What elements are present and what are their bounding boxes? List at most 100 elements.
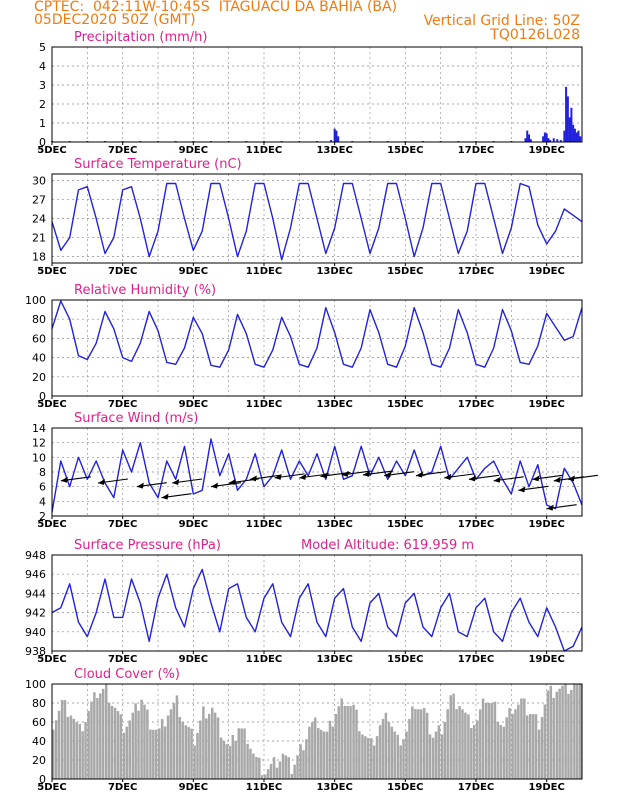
y-tick-label: 60: [32, 332, 46, 345]
y-tick-label: 1: [39, 117, 46, 130]
cloud-bar: [525, 715, 529, 779]
cloud-bar: [396, 734, 399, 779]
cloud-bar: [313, 717, 317, 779]
y-tick-label: 80: [32, 697, 46, 710]
x-tick-label: 11DEC: [246, 519, 282, 530]
y-tick-label: 60: [32, 716, 46, 729]
cloud-bar: [143, 704, 146, 779]
x-tick-label: 7DEC: [108, 654, 137, 665]
precip-bar: [566, 96, 569, 142]
precip-bar: [543, 132, 546, 142]
cloud-bar: [249, 748, 252, 779]
x-tick-label: 19DEC: [528, 145, 564, 156]
cloud-bar: [107, 702, 111, 779]
cloud-bar: [284, 755, 288, 779]
wind-arrowhead: [320, 472, 328, 479]
wind-arrowhead: [136, 482, 144, 489]
cloud-bar: [205, 718, 208, 779]
cloud-bar: [567, 693, 570, 779]
y-tick-label: 20: [32, 754, 46, 767]
cloud-bar: [184, 725, 187, 779]
x-tick-label: 13DEC: [316, 266, 352, 277]
cloud-bar: [113, 707, 117, 779]
x-tick-label: 13DEC: [316, 399, 352, 410]
cloud-bar: [231, 734, 235, 779]
panel-title: Cloud Cover (%): [74, 667, 180, 682]
cloud-bar: [358, 731, 361, 779]
cloud-bar: [269, 763, 273, 779]
cloud-bar: [408, 718, 411, 779]
cloud-bar: [99, 693, 102, 779]
cloud-bar: [140, 699, 143, 779]
cloud-bar: [302, 750, 305, 779]
cloud-bar: [110, 705, 114, 779]
cloud-bar: [202, 706, 205, 779]
cloud-bar: [122, 732, 126, 779]
x-tick-label: 7DEC: [108, 782, 137, 793]
cloud-bar: [570, 689, 573, 779]
wind-arrowhead: [518, 486, 526, 493]
cloud-bar: [228, 745, 232, 779]
x-tick-label: 15DEC: [387, 519, 423, 530]
x-tick-label: 9DEC: [179, 654, 208, 665]
x-tick-label: 9DEC: [179, 399, 208, 410]
wind-arrowhead: [546, 504, 554, 511]
y-tick-label: 10: [32, 451, 46, 464]
cloud-bar: [125, 726, 129, 779]
cloud-bar: [166, 715, 170, 779]
cloud-bar: [417, 709, 420, 779]
cloud-bar: [213, 712, 217, 779]
x-tick-label: 9DEC: [179, 782, 208, 793]
cloud-bar: [322, 731, 326, 779]
cloud-bar: [349, 706, 352, 779]
cloud-bar: [296, 755, 299, 779]
y-tick-label: 940: [25, 626, 46, 639]
x-tick-label: 11DEC: [246, 399, 282, 410]
precip-bar: [570, 107, 573, 142]
precip-bar: [572, 124, 575, 142]
x-tick-label: 19DEC: [528, 266, 564, 277]
cloud-bar: [461, 709, 464, 779]
cloud-bar: [455, 709, 458, 779]
cloud-bar: [211, 707, 214, 779]
cloud-bar: [252, 753, 255, 779]
x-tick-label: 11DEC: [246, 266, 282, 277]
cloud-bar: [69, 715, 73, 779]
cloud-bar: [378, 725, 382, 779]
wind-arrowhead: [299, 473, 307, 480]
cloud-bar: [175, 695, 179, 779]
cloud-bar: [93, 692, 96, 779]
x-tick-label: 19DEC: [528, 399, 564, 410]
cloud-bar: [472, 725, 476, 779]
x-tick-label: 5DEC: [37, 399, 66, 410]
cloud-bar: [311, 722, 314, 779]
y-tick-label: 100: [25, 294, 46, 307]
cloud-bar: [149, 729, 152, 779]
wind-arrowhead: [567, 475, 575, 482]
cloud-bar: [573, 684, 576, 779]
cloud-bar: [158, 728, 161, 779]
x-tick-label: 9DEC: [179, 145, 208, 156]
wind-arrowhead: [211, 482, 218, 489]
y-tick-label: 8: [39, 466, 46, 479]
wind-arrowhead: [97, 479, 105, 485]
series-line: [51, 182, 583, 261]
cloud-bar: [63, 700, 67, 779]
precip-bar: [556, 139, 559, 142]
precip-bar: [575, 132, 578, 142]
y-tick-label: 0: [39, 773, 46, 786]
cloud-bar: [543, 704, 547, 779]
y-tick-label: 0: [39, 136, 46, 149]
wind-arrowhead: [493, 476, 501, 483]
cloud-bar: [467, 714, 470, 779]
precip-bar: [529, 139, 532, 142]
cloud-bar: [305, 739, 308, 779]
x-tick-label: 15DEC: [387, 654, 423, 665]
panel-frame: [51, 46, 583, 143]
y-tick-label: 4: [39, 495, 46, 508]
y-tick-label: 100: [25, 678, 46, 691]
wind-arrowhead: [384, 471, 392, 478]
y-tick-label: 40: [32, 735, 46, 748]
precip-bar: [526, 130, 529, 142]
x-tick-label: 7DEC: [108, 145, 137, 156]
